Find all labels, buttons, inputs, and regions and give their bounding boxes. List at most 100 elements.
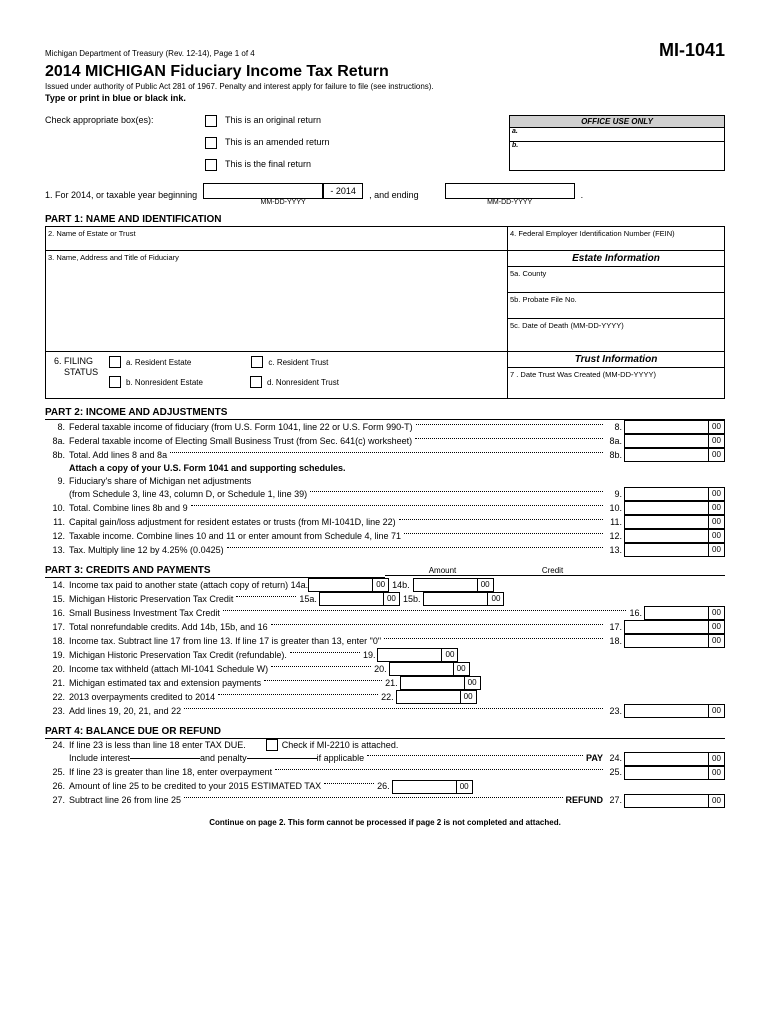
l24e: if applicable [317,752,365,765]
date-begin[interactable] [203,183,323,199]
amt-17[interactable] [624,620,709,634]
amt-15b[interactable] [423,592,488,606]
l16: Small Business Investment Tax Credit [69,607,220,620]
l24b: Check if MI-2210 is attached. [278,739,399,752]
l8a: Federal taxable income of Electing Small… [69,435,412,448]
amt-20[interactable] [389,662,454,676]
amt-14a[interactable] [308,578,373,592]
date-fmt2: MM-DD-YYYY [487,199,532,206]
amt-9[interactable] [624,487,709,501]
field-4[interactable]: 4. Federal Employer Identification Numbe… [508,227,724,251]
cb-mi2210[interactable] [266,739,278,751]
l20: Income tax withheld (attach MI-1041 Sche… [69,663,268,676]
checkbox-original[interactable] [205,115,217,127]
l27: Subtract line 26 from line 25 [69,794,181,807]
penalty-field[interactable] [247,758,317,759]
amt-16[interactable] [644,606,709,620]
z12: 00 [709,529,725,543]
interest-field[interactable] [130,758,200,759]
amt-18[interactable] [624,634,709,648]
z22: 00 [461,690,477,704]
amt-25[interactable] [624,766,709,780]
field-7[interactable]: 7 . Date Trust Was Created (MM-DD-YYYY) [508,368,724,398]
l25: If line 23 is greater than line 18, ente… [69,766,272,779]
date-end[interactable] [445,183,575,199]
form-title: 2014 MICHIGAN Fiduciary Income Tax Retur… [45,63,725,81]
amt-19[interactable] [377,648,442,662]
amt-12[interactable] [624,529,709,543]
z25: 00 [709,766,725,780]
l22: 2013 overpayments credited to 2014 [69,691,215,704]
l17: Total nonrefundable credits. Add 14b, 15… [69,621,268,634]
amt-13[interactable] [624,543,709,557]
part3-header: PART 3: CREDITS AND PAYMENTS [45,565,385,578]
amt-26[interactable] [392,780,457,794]
field-3[interactable]: 3. Name, Address and Title of Fiduciary [46,251,508,351]
date-fmt1: MM-DD-YYYY [261,199,306,206]
attach-note: Attach a copy of your U.S. Form 1041 and… [69,462,346,475]
z19: 00 [442,648,458,662]
field-5b[interactable]: 5b. Probate File No. [508,293,724,319]
year-box: - 2014 [323,183,363,199]
field-2[interactable]: 2. Name of Estate or Trust [46,227,508,251]
amt-8[interactable] [624,420,709,434]
l24c: Include interest [69,752,130,765]
estate-header: Estate Information [508,251,724,267]
cb-nonres-trust[interactable] [250,376,262,388]
label-final: This is the final return [225,159,311,169]
amt-10[interactable] [624,501,709,515]
l8: Federal taxable income of fiduciary (fro… [69,421,413,434]
line1-pre: 1. For 2014, or taxable year beginning [45,190,197,200]
cb-nonres-estate[interactable] [109,376,121,388]
refund-label: REFUND [566,794,607,807]
z20: 00 [454,662,470,676]
pay-label: PAY [586,752,606,765]
amt-8b[interactable] [624,448,709,462]
field-5c[interactable]: 5c. Date of Death (MM-DD-YYYY) [508,319,724,345]
cb-resident-estate[interactable] [109,356,121,368]
part1-header: PART 1: NAME AND IDENTIFICATION [45,214,725,227]
amt-15a[interactable] [319,592,384,606]
cb-resident-trust[interactable] [251,356,263,368]
amt-22[interactable] [396,690,461,704]
l11: Capital gain/loss adjustment for residen… [69,516,396,529]
amt-24[interactable] [624,752,709,766]
l26: Amount of line 25 to be credited to your… [69,780,321,793]
lbl-rc: c. Resident Trust [268,358,328,367]
lbl-rd: d. Nonresident Trust [267,378,339,387]
amt-23[interactable] [624,704,709,718]
z15b: 00 [488,592,504,606]
checkbox-final[interactable] [205,159,217,171]
l14: Income tax paid to another state (attach… [69,579,308,592]
ink-instruction: Type or print in blue or black ink. [45,93,725,103]
label-amended: This is an amended return [225,137,330,147]
part4-header: PART 4: BALANCE DUE OR REFUND [45,726,725,739]
z8: 00 [709,420,725,434]
z17: 00 [709,620,725,634]
checkbox-amended[interactable] [205,137,217,149]
footer-note: Continue on page 2. This form cannot be … [45,818,725,827]
amt-11[interactable] [624,515,709,529]
z14b: 00 [478,578,494,592]
z24: 00 [709,752,725,766]
l21: Michigan estimated tax and extension pay… [69,677,261,690]
amt-8a[interactable] [624,434,709,448]
office-a: a. [510,128,724,142]
amt-14b[interactable] [413,578,478,592]
amt-27[interactable] [624,794,709,808]
amt-21[interactable] [400,676,465,690]
l19: Michigan Historic Preservation Tax Credi… [69,649,287,662]
dept-line: Michigan Department of Treasury (Rev. 12… [45,49,255,58]
l18: Income tax. Subtract line 17 from line 1… [69,635,381,648]
z16: 00 [709,606,725,620]
l9b: (from Schedule 3, line 43, column D, or … [69,488,307,501]
office-b: b. [510,142,724,156]
period: . [581,190,584,200]
l13: Tax. Multiply line 12 by 4.25% (0.0425) [69,544,224,557]
field-5a[interactable]: 5a. County [508,267,724,293]
z15a: 00 [384,592,400,606]
lbl-ra: a. Resident Estate [126,358,191,367]
z14a: 00 [373,578,389,592]
authority: Issued under authority of Public Act 281… [45,82,725,91]
form-code: MI-1041 [659,40,725,61]
